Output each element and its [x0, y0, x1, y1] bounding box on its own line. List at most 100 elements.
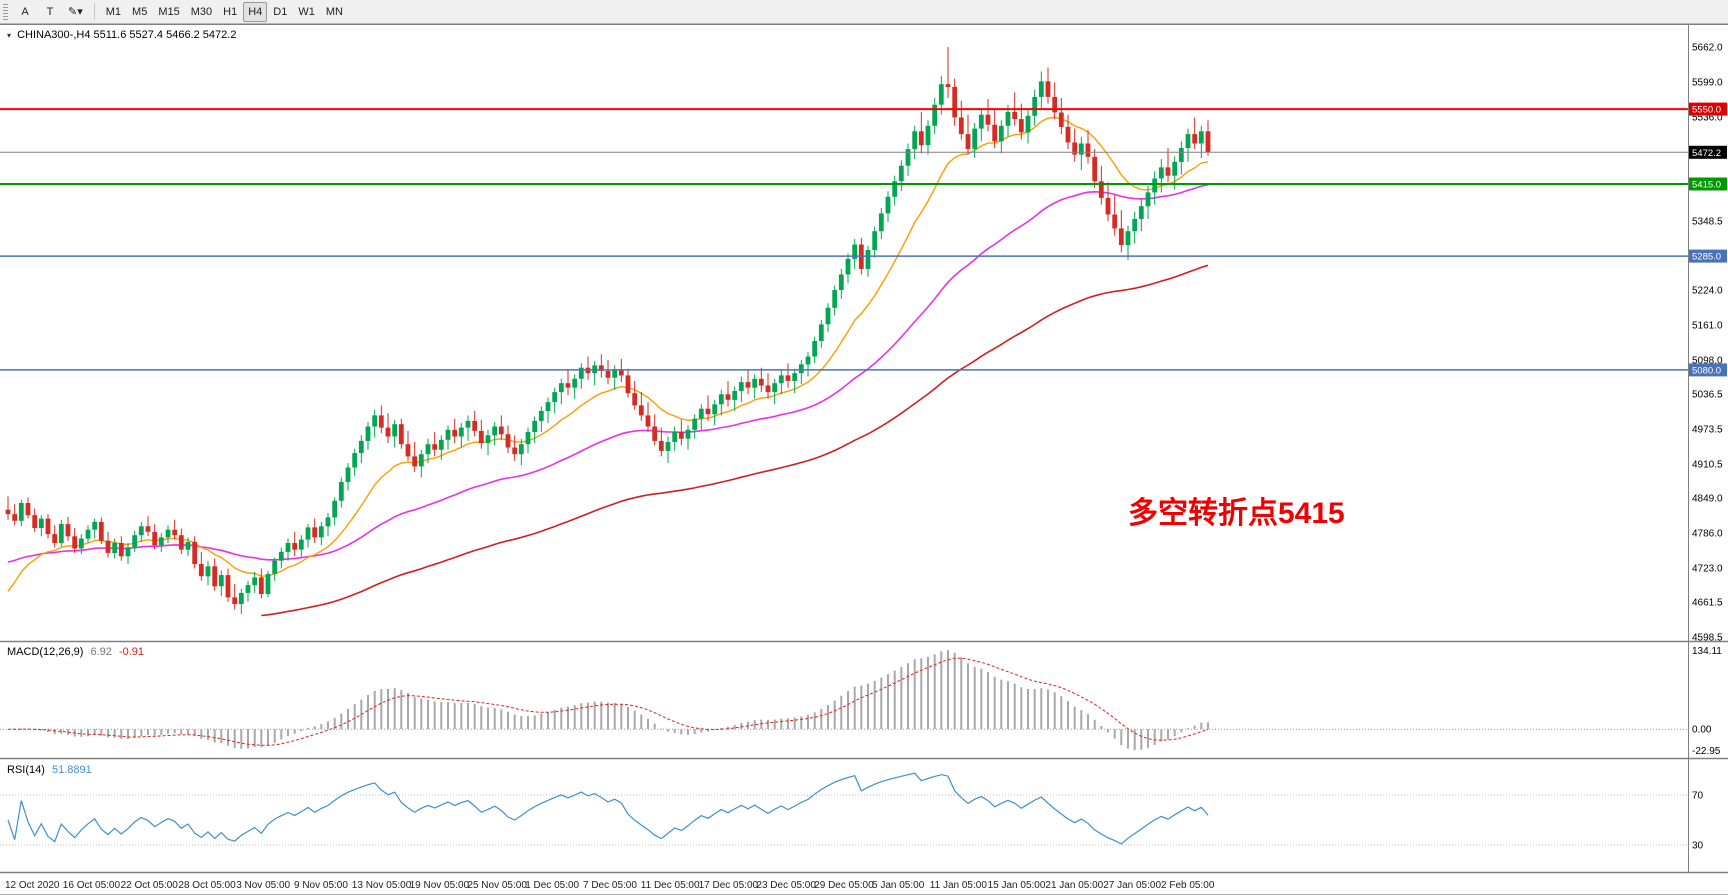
x-axis-label: 1 Dec 05:00	[525, 880, 579, 891]
macd-label: MACD(12,26,9) 6.92 -0.91	[7, 646, 144, 658]
timeframe-m5-button[interactable]: M5	[127, 2, 152, 22]
candle-body	[685, 429, 691, 439]
candle-body	[438, 439, 444, 450]
x-axis-label: 16 Oct 05:00	[63, 880, 121, 891]
candle-body	[678, 432, 684, 439]
candle-body	[92, 521, 98, 530]
candle-body	[132, 535, 138, 548]
candle-body	[985, 114, 991, 125]
x-axis-label: 22 Oct 05:00	[121, 880, 179, 891]
timeframe-h4-button[interactable]: H4	[243, 1, 268, 22]
x-axis-label: 29 Dec 05:00	[814, 880, 874, 891]
candle-body	[578, 367, 584, 379]
candle-body	[558, 383, 564, 393]
candle-body	[632, 393, 638, 406]
candle-body	[825, 307, 831, 325]
x-axis-label: 2 Feb 05:00	[1161, 880, 1215, 891]
timeframe-d1-button[interactable]: D1	[268, 2, 292, 22]
x-axis-label: 27 Jan 05:00	[1103, 880, 1161, 891]
candle-body	[898, 165, 904, 182]
candle-body	[312, 527, 318, 538]
timeframe-m1-button[interactable]: M1	[101, 2, 126, 22]
candle-body	[565, 383, 571, 388]
candle-body	[918, 131, 924, 146]
x-axis-label: 7 Dec 05:00	[583, 880, 637, 891]
candle-body	[545, 402, 551, 411]
candle-body	[25, 503, 31, 516]
candle-body	[925, 125, 931, 146]
candle-body	[1065, 126, 1071, 143]
candle-body	[472, 420, 478, 431]
x-axis-label: 19 Nov 05:00	[410, 880, 470, 891]
x-axis-label: 3 Nov 05:00	[236, 880, 290, 891]
price-badge-label: 5472.2	[1692, 148, 1721, 159]
candle-body	[572, 378, 578, 388]
symbol-ohlc-values: 5511.6 5527.4 5466.2 5472.2	[93, 29, 237, 41]
candle-body	[845, 258, 851, 275]
candle-body	[812, 341, 818, 357]
macd-axis-min: -22.95	[1692, 746, 1721, 757]
candle-body	[398, 424, 404, 445]
candle-body	[318, 526, 324, 538]
price-badge	[1689, 102, 1727, 116]
candle-body	[332, 500, 338, 518]
candle-body	[358, 440, 364, 454]
candle-body	[98, 521, 104, 541]
toolbar: A T ✎▾ M1 M5 M15 M30 H1 H4 D1 W1 MN	[0, 0, 1728, 24]
symbol-dropdown-icon[interactable]: ▾	[7, 31, 12, 40]
annotate-text-a-button[interactable]: A	[13, 2, 37, 22]
candle-body	[1112, 214, 1118, 229]
candle-body	[278, 551, 284, 561]
candle-body	[45, 518, 51, 535]
candle-body	[1032, 96, 1038, 116]
candle-body	[878, 213, 884, 232]
candle-body	[525, 432, 531, 445]
shapes-tool-button[interactable]: ✎▾	[63, 2, 88, 22]
candle-body	[805, 356, 811, 365]
candle-body	[145, 526, 151, 532]
candle-body	[1158, 167, 1164, 179]
candle-body	[465, 420, 471, 428]
price-badge-label: 5415.0	[1692, 180, 1721, 191]
candle-body	[892, 181, 898, 197]
candle-body	[745, 382, 751, 388]
candle-body	[872, 231, 878, 251]
candle-body	[378, 415, 384, 428]
candle-body	[52, 534, 58, 543]
candle-body	[1085, 143, 1091, 157]
candle-body	[405, 444, 411, 457]
price-badge	[1689, 363, 1727, 377]
candle-body	[492, 426, 498, 436]
candle-body	[852, 244, 858, 259]
symbol-info: ▾ CHINA300-,H4 5511.6 5527.4 5466.2 5472…	[7, 29, 236, 41]
candle-body	[1198, 131, 1204, 144]
candle-body	[458, 427, 464, 437]
ma-slow-line[interactable]	[261, 264, 1209, 617]
candle-body	[232, 597, 238, 604]
timeframe-h1-button[interactable]: H1	[218, 2, 242, 22]
timeframe-w1-button[interactable]: W1	[293, 2, 320, 22]
candle-body	[225, 575, 231, 598]
candle-body	[725, 394, 731, 400]
toolbar-drag-handle[interactable]	[3, 3, 8, 20]
candle-body	[538, 410, 544, 421]
timeframe-m30-button[interactable]: M30	[186, 2, 217, 22]
chart-annotation-text[interactable]: 多空转折点5415	[1128, 497, 1345, 530]
candle-body	[998, 125, 1004, 142]
text-label-tool-button[interactable]: T	[38, 2, 62, 22]
ma-mid-line[interactable]	[7, 184, 1209, 563]
y-axis-tick-label: 5536.0	[1692, 112, 1723, 123]
macd-axis-max: 134.11	[1692, 646, 1722, 657]
candle-body	[1078, 143, 1084, 155]
x-axis-label: 12 Oct 2020	[5, 880, 60, 891]
candle-body	[152, 531, 158, 546]
x-axis-label: 11 Dec 05:00	[641, 880, 700, 891]
y-axis-tick-label: 5098.0	[1692, 355, 1723, 366]
candle-body	[785, 375, 791, 381]
candle-body	[752, 378, 758, 388]
y-axis-tick-label: 4849.0	[1692, 494, 1723, 505]
candle-body	[1178, 148, 1184, 162]
timeframe-m15-button[interactable]: M15	[153, 2, 184, 22]
timeframe-mn-button[interactable]: MN	[321, 2, 348, 22]
